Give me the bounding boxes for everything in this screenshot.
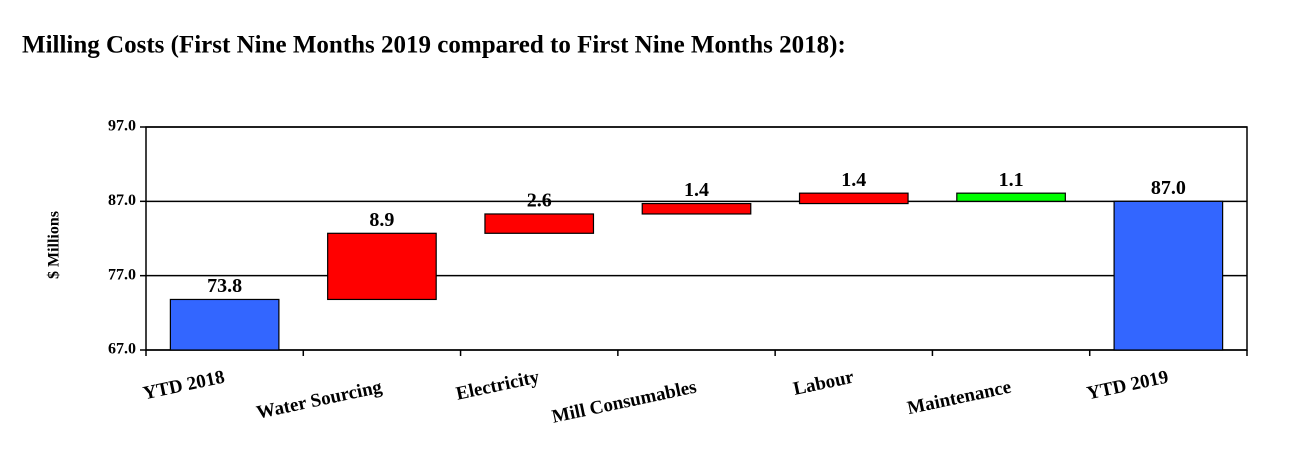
x-tick-label: Maintenance [905,377,1013,419]
data-label: 1.1 [999,169,1024,191]
data-label: 8.9 [369,209,394,231]
data-label: 87.0 [1151,177,1186,199]
y-tick-label: 67.0 [108,341,136,358]
bar [798,192,909,205]
data-label: 1.4 [684,179,709,201]
x-tick-label: YTD 2019 [1085,367,1170,405]
y-tick-label: 87.0 [108,192,136,209]
data-label: 73.8 [207,275,242,297]
x-tick-label: Mill Consumables [550,377,698,428]
bar [169,298,280,351]
x-tick-label: YTD 2018 [141,367,226,405]
plot-area [145,126,1248,351]
x-tick-label: Labour [791,366,856,399]
x-tick-label: Electricity [454,367,541,405]
bar [956,192,1066,202]
data-label: 1.4 [841,169,866,191]
chart-title: Milling Costs (First Nine Months 2019 co… [22,32,846,59]
y-tick-label: 97.0 [108,118,136,135]
data-label: 2.6 [527,190,552,212]
x-tick-label: Water Sourcing [255,377,385,424]
bar [484,213,595,234]
bar [327,232,437,301]
bar [641,202,752,215]
y-tick-label: 77.0 [108,266,136,283]
y-axis-title: $ Millions [46,211,63,279]
bar [1113,200,1224,351]
